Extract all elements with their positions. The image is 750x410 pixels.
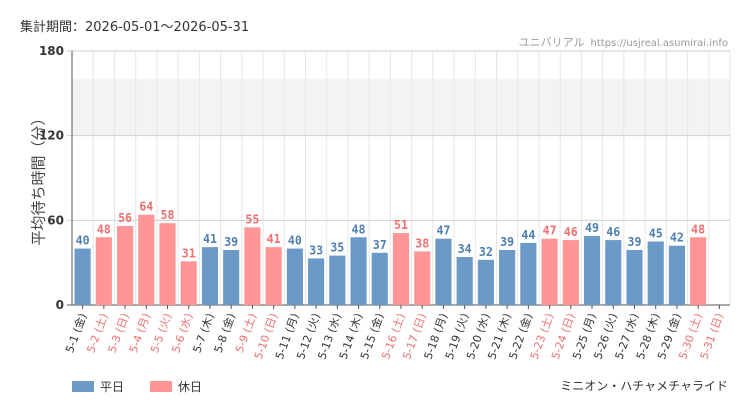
bar — [562, 240, 579, 305]
bar — [435, 238, 452, 305]
bar — [541, 238, 558, 305]
bar — [159, 223, 176, 305]
data-label: 49 — [585, 221, 599, 235]
bar — [499, 249, 516, 305]
data-label: 39 — [500, 235, 514, 249]
legend-item-holiday[interactable]: 休日 — [150, 378, 202, 395]
data-label: 47 — [436, 224, 450, 238]
data-label: 48 — [352, 222, 366, 236]
data-label: 34 — [458, 242, 472, 256]
data-label: 39 — [224, 235, 238, 249]
data-label: 39 — [627, 235, 641, 249]
bar — [138, 214, 155, 305]
legend: 平日 休日 — [72, 378, 202, 395]
bar — [308, 258, 325, 305]
data-label: 41 — [203, 232, 217, 246]
bar — [201, 247, 219, 305]
bar — [74, 248, 91, 305]
bar — [520, 242, 537, 305]
data-label: 64 — [139, 200, 153, 214]
y-tick-label: 0 — [56, 298, 64, 312]
legend-label-weekday: 平日 — [100, 380, 125, 394]
data-label: 38 — [415, 236, 429, 250]
data-label: 48 — [691, 222, 705, 236]
bar — [605, 240, 622, 305]
data-label: 32 — [479, 245, 493, 259]
credit-url[interactable]: https://usjreal.asumirai.info — [590, 38, 728, 49]
legend-label-holiday: 休日 — [178, 380, 203, 394]
y-tick-label: 60 — [47, 213, 64, 227]
data-label: 31 — [182, 246, 196, 260]
bar — [329, 255, 346, 305]
bar — [414, 251, 431, 305]
bar — [350, 237, 367, 305]
data-label: 46 — [564, 225, 578, 239]
bar — [223, 249, 240, 305]
data-label: 48 — [97, 222, 111, 236]
legend-swatch-weekday — [72, 381, 94, 392]
data-label: 33 — [309, 243, 323, 257]
y-tick-label: 180 — [39, 44, 64, 58]
data-label: 40 — [76, 234, 90, 248]
bar — [180, 261, 197, 305]
data-label: 58 — [161, 208, 175, 222]
attraction-name: ミニオン・ハチャメチャライド — [560, 379, 728, 393]
data-label: 51 — [394, 218, 408, 232]
data-label: 45 — [649, 227, 663, 241]
bar — [668, 245, 686, 305]
y-tick-label: 120 — [39, 129, 64, 143]
bar — [626, 249, 643, 305]
data-label: 40 — [288, 234, 302, 248]
credit: ユニバリアル https://usjreal.asumirai.info — [519, 34, 728, 50]
bar — [116, 225, 134, 305]
data-label: 47 — [543, 224, 557, 238]
bar — [583, 235, 601, 305]
bar — [95, 237, 112, 305]
bar — [456, 257, 473, 305]
legend-swatch-holiday — [150, 381, 173, 392]
bar — [286, 248, 303, 305]
data-label: 56 — [118, 211, 132, 225]
data-label: 55 — [245, 212, 259, 226]
data-label: 44 — [521, 228, 535, 242]
bar — [477, 259, 494, 305]
bar — [265, 247, 282, 305]
data-label: 46 — [606, 225, 620, 239]
period-label: 集計期間：2026-05-01～2026-05-31 — [20, 20, 250, 35]
legend-item-weekday[interactable]: 平日 — [72, 378, 124, 395]
data-label: 37 — [373, 238, 387, 252]
data-label: 41 — [267, 232, 281, 246]
bar — [647, 241, 664, 305]
bar — [392, 233, 410, 305]
credit-name: ユニバリアル — [518, 36, 585, 49]
data-label: 35 — [330, 241, 344, 255]
bar — [690, 237, 707, 305]
bar — [244, 227, 261, 305]
bar — [371, 252, 388, 305]
data-label: 42 — [670, 231, 684, 245]
shaded-band — [72, 79, 730, 136]
